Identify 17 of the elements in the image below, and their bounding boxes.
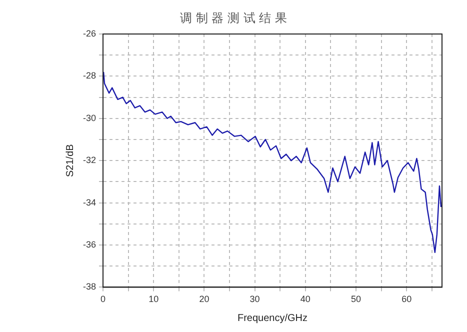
y-tick-label: -38 (82, 282, 96, 292)
y-tick-label: -34 (82, 197, 96, 208)
y-tick-label: -36 (82, 239, 96, 250)
x-tick-label: 0 (100, 294, 106, 304)
x-tick-label: 10 (148, 294, 159, 304)
y-tick-label: -28 (82, 70, 96, 81)
y-tick-label: -30 (82, 112, 96, 123)
y-tick-label: -26 (82, 28, 96, 38)
y-axis-title: S21/dB (64, 144, 76, 178)
x-tick-label: 50 (350, 294, 361, 304)
x-tick-label: 40 (300, 294, 310, 304)
y-tick-label: -32 (82, 155, 96, 166)
x-tick-label: 30 (250, 294, 260, 304)
x-tick-label: 20 (199, 294, 210, 304)
x-tick-label: 60 (402, 294, 412, 304)
x-axis-title: Frequency/GHz (237, 312, 308, 324)
chart-title: 调 制 器 测 试 结 果 (179, 10, 288, 27)
